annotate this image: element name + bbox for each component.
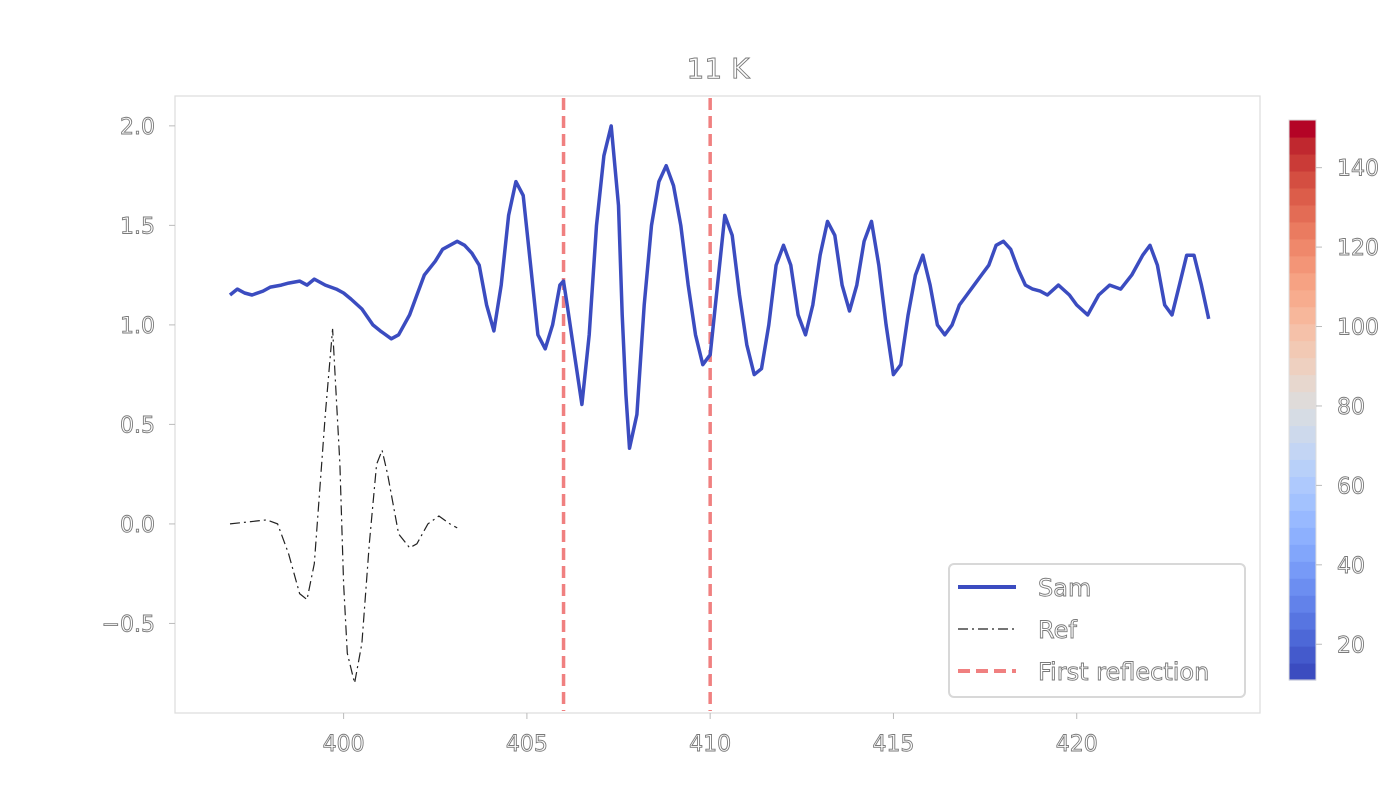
y-tick-label: 2.0 — [120, 115, 155, 140]
series-line-sam — [228, 124, 1211, 451]
colorbar-tick-label: 20 — [1337, 633, 1365, 658]
colorbar-segment — [1289, 187, 1316, 206]
legend: Sam Ref First reflection — [948, 563, 1246, 698]
colorbar-segment — [1289, 238, 1316, 257]
plot-area-frame — [174, 95, 1261, 714]
colorbar-segment — [1289, 391, 1316, 410]
legend-label-first-reflection: First reflection — [1038, 658, 1209, 686]
colorbar-segment — [1289, 646, 1316, 664]
colorbar: 20 40 60 80 100 120 140 — [1288, 119, 1379, 681]
colorbar-segment — [1289, 425, 1316, 444]
y-tick-label: 0.0 — [120, 513, 155, 538]
colorbar-segment — [1289, 510, 1316, 528]
series-line-ref-halo — [229, 326, 459, 686]
colorbar-ticks: 20 40 60 80 100 120 140 — [1316, 156, 1379, 659]
x-tick-label: 420 — [1056, 732, 1098, 757]
colorbar-segment — [1289, 663, 1316, 681]
colorbar-segment — [1289, 136, 1316, 155]
x-tick-label: 415 — [872, 732, 914, 757]
x-axis: 400 405 410 415 420 — [322, 713, 1098, 757]
y-tick-label: 0.5 — [120, 413, 155, 438]
colorbar-segment — [1289, 476, 1316, 494]
colorbar-segment — [1289, 442, 1316, 460]
colorbar-gradient — [1289, 120, 1316, 681]
x-tick-label: 410 — [689, 732, 731, 757]
colorbar-segment — [1289, 493, 1316, 511]
colorbar-segment — [1289, 612, 1316, 630]
legend-box — [948, 563, 1246, 698]
colorbar-segment — [1289, 544, 1316, 562]
x-tick-label: 405 — [506, 732, 548, 757]
x-tick-label: 400 — [323, 732, 365, 757]
colorbar-segment — [1289, 374, 1316, 393]
colorbar-segment — [1289, 289, 1316, 308]
colorbar-tick-label: 100 — [1337, 316, 1379, 341]
colorbar-tick-label: 60 — [1337, 474, 1365, 499]
colorbar-segment — [1289, 408, 1316, 427]
colorbar-segment — [1289, 340, 1316, 359]
y-tick-label: 1.5 — [120, 214, 155, 239]
colorbar-segment — [1289, 221, 1316, 240]
first-reflection-lines — [561, 98, 712, 711]
colorbar-segment — [1289, 527, 1316, 545]
colorbar-segment — [1289, 120, 1316, 138]
colorbar-segment — [1289, 629, 1316, 647]
series-layer — [228, 124, 1211, 686]
colorbar-segment — [1289, 255, 1316, 274]
colorbar-segment — [1289, 272, 1316, 291]
colorbar-segment — [1289, 459, 1316, 477]
colorbar-segment — [1289, 153, 1316, 172]
colorbar-tick-label: 40 — [1337, 554, 1365, 579]
colorbar-segment — [1289, 323, 1316, 342]
y-tick-label: −0.5 — [102, 612, 155, 637]
colorbar-tick-label: 120 — [1337, 236, 1379, 261]
chart-title: 11 K — [687, 52, 751, 85]
colorbar-segment — [1289, 561, 1316, 579]
colorbar-frame — [1288, 119, 1317, 681]
colorbar-segment — [1289, 306, 1316, 325]
colorbar-segment — [1289, 170, 1316, 189]
colorbar-tick-label: 80 — [1337, 395, 1365, 420]
colorbar-segment — [1289, 595, 1316, 613]
colorbar-segment — [1289, 204, 1316, 223]
legend-label-ref: Ref — [1038, 616, 1077, 644]
y-tick-label: 1.0 — [120, 314, 155, 339]
colorbar-tick-label: 140 — [1337, 157, 1379, 182]
series-line-ref — [229, 328, 458, 684]
y-axis: −0.5 0.0 0.5 1.0 1.5 2.0 — [101, 114, 175, 638]
colorbar-segment — [1289, 357, 1316, 376]
colorbar-segment — [1289, 578, 1316, 596]
legend-label-sam: Sam — [1038, 574, 1091, 602]
